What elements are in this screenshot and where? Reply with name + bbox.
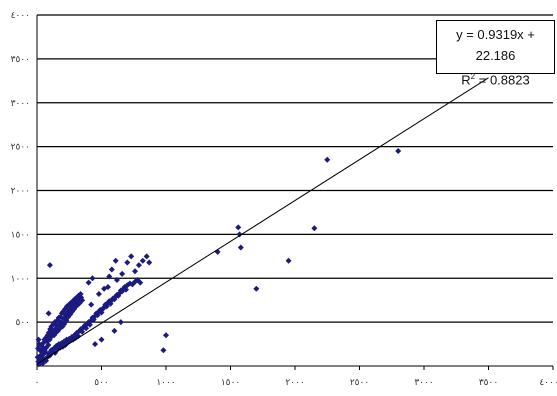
y-tick-labels: ٥٠٠ ١٠٠٠ ١٥٠٠ ٢٠٠٠ ٢٥٠٠ ٣٠٠٠ ٣٥٠٠ ٤٠٠٠ — [11, 11, 30, 328]
x-tick-label: ٥٠٠ — [94, 378, 109, 388]
data-point — [311, 225, 318, 232]
r-squared-value: = 0.8823 — [475, 72, 530, 88]
r-squared: R2 = 0.8823 — [437, 66, 554, 90]
data-point — [45, 310, 52, 317]
y-tick-label: ١٥٠٠ — [11, 230, 30, 240]
x-tick-label: ١٥٠٠ — [221, 378, 240, 388]
data-point — [79, 328, 86, 335]
data-point — [113, 277, 120, 284]
data-point — [112, 257, 119, 264]
data-point — [237, 244, 244, 251]
data-point — [137, 279, 144, 286]
data-point — [119, 270, 126, 277]
data-points — [34, 148, 402, 368]
data-point — [83, 325, 90, 332]
data-point — [111, 327, 118, 334]
trendline — [36, 77, 489, 365]
x-tick-label: ٠ — [35, 378, 40, 388]
data-point — [146, 259, 153, 266]
y-tick-label: ٢٠٠٠ — [11, 187, 30, 197]
x-tick-label: ٢٥٠٠ — [350, 378, 369, 388]
y-tick-label: ٣٠٠٠ — [11, 99, 30, 109]
x-tick-labels: ٠ ٥٠٠ ١٠٠٠ ١٥٠٠ ٢٠٠٠ ٢٥٠٠ ٣٠٠٠ ٣٥٠٠ ٤٠٠٠ — [35, 366, 557, 388]
regression-equation-box: y = 0.9319x + 22.186 R2 = 0.8823 — [436, 20, 555, 87]
x-tick-label: ٣٥٠٠ — [479, 378, 498, 388]
data-point — [160, 347, 167, 354]
data-point — [79, 297, 86, 304]
x-tick-label: ١٠٠٠ — [156, 378, 175, 388]
data-point — [75, 333, 82, 340]
data-point — [58, 340, 65, 347]
data-point — [285, 257, 292, 264]
data-point — [117, 319, 124, 326]
data-point — [124, 259, 131, 266]
data-point — [123, 286, 130, 293]
data-point — [85, 279, 92, 286]
x-tick-label: ٣٠٠٠ — [414, 378, 433, 388]
x-tick-label: ٢٠٠٠ — [285, 378, 304, 388]
y-tick-label: ٤٠٠٠ — [11, 11, 30, 21]
data-point — [143, 253, 150, 260]
data-point — [139, 257, 146, 264]
x-tick-label: ٤٠٠٠ — [539, 378, 557, 388]
data-point — [86, 321, 93, 328]
data-point — [106, 273, 113, 280]
data-point — [128, 253, 135, 260]
data-point — [235, 224, 242, 231]
data-point — [324, 156, 331, 163]
data-point — [104, 284, 111, 291]
data-point — [95, 291, 102, 298]
data-point — [88, 301, 95, 308]
data-point — [89, 275, 96, 282]
y-tick-label: ١٠٠٠ — [11, 274, 30, 284]
data-point — [98, 336, 105, 343]
data-point — [46, 262, 53, 269]
r-squared-prefix: R — [461, 72, 471, 88]
data-point — [395, 148, 402, 155]
data-point — [108, 266, 115, 273]
regression-equation: y = 0.9319x + 22.186 — [456, 27, 535, 63]
y-tick-label: ٥٠٠ — [15, 318, 30, 328]
y-tick-label: ٣٥٠٠ — [11, 55, 30, 65]
gridlines — [37, 14, 553, 323]
data-point — [92, 341, 99, 348]
y-tick-label: ٢٥٠٠ — [11, 143, 30, 153]
data-point — [132, 268, 139, 275]
r-squared-exponent: 2 — [470, 72, 476, 81]
data-point — [236, 231, 243, 238]
data-point — [35, 336, 42, 343]
data-point — [135, 262, 142, 269]
data-point — [163, 332, 169, 339]
data-point — [253, 285, 260, 292]
data-point — [45, 341, 52, 348]
